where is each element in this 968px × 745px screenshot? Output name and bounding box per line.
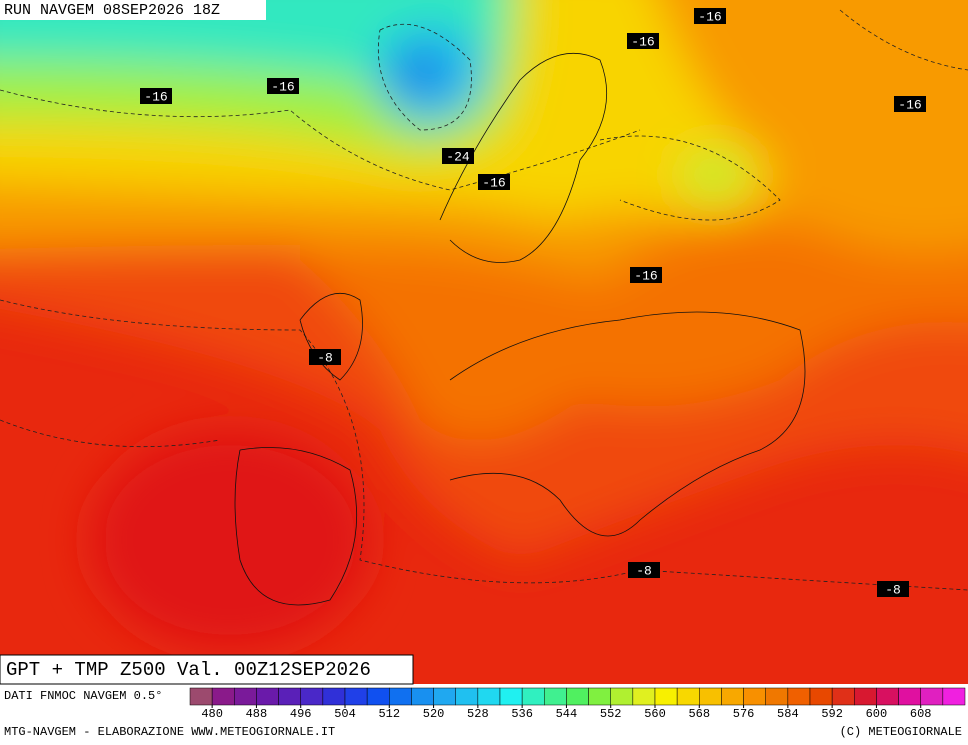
colorbar-swatch: [344, 687, 368, 706]
colorbar-swatch: [898, 687, 921, 706]
contour-label-box: [442, 148, 474, 164]
colorbar-tick-label: 528: [467, 707, 489, 721]
colorbar-tick-label: 568: [688, 707, 710, 721]
contour-label: -8: [885, 582, 901, 597]
coastlines: [234, 53, 806, 606]
colorbar-swatch: [854, 687, 877, 706]
contour-label-box: [478, 174, 510, 190]
run-label: RUN NAVGEM 08SEP2026 18Z: [4, 2, 220, 19]
colorbar-tick-label: 496: [290, 707, 312, 721]
contour-label: -16: [898, 97, 921, 112]
colorbar-tick-label: 504: [334, 707, 356, 721]
colorbar-tick-label: 480: [201, 707, 223, 721]
contour-label-box: [694, 8, 726, 24]
contour-label-box: [628, 562, 660, 578]
copyright: (C) METEOGIORNALE: [840, 725, 962, 739]
colorbar-swatch: [234, 687, 257, 706]
colorbar-swatch: [743, 687, 766, 706]
contour-label-box: [309, 349, 341, 365]
colorbar-tick-label: 536: [511, 707, 533, 721]
colorbar-tick-label: 608: [910, 707, 932, 721]
contour-label: -8: [317, 350, 333, 365]
colorbar-tick-label: 576: [733, 707, 755, 721]
contour-label: -16: [631, 34, 654, 49]
colorbar-tick-label: 544: [556, 707, 578, 721]
colorbar-swatch: [676, 687, 700, 706]
header-box: [0, 0, 266, 20]
colorbar-swatch: [300, 687, 324, 706]
colorbar-swatch: [477, 687, 501, 706]
colorbar-tick-label: 600: [866, 707, 888, 721]
colorbar-swatch: [544, 687, 567, 706]
colorbar-swatch: [189, 687, 213, 706]
colorbar-tick-label: 592: [821, 707, 843, 721]
colorbar-swatch: [876, 687, 899, 706]
colorbar-swatch: [920, 687, 944, 706]
colorbar-swatch: [566, 687, 589, 706]
colorbar-swatch: [787, 687, 811, 706]
colorbar-swatch: [389, 687, 412, 706]
colorbar-swatch: [831, 687, 855, 706]
contour-label: -16: [482, 175, 505, 190]
contour-label-box: [140, 88, 172, 104]
contour-label: -8: [636, 563, 652, 578]
colorbar-tick-label: 560: [644, 707, 666, 721]
contour-label-box: [630, 267, 662, 283]
colorbar-swatch: [322, 687, 346, 706]
contour-label: -16: [271, 79, 294, 94]
contour-label: -16: [698, 9, 721, 24]
colorbar-swatch: [256, 687, 279, 706]
map: [0, 0, 968, 684]
contour-label-box: [894, 96, 926, 112]
colorbar-swatch: [632, 687, 656, 706]
colorbar-swatch: [588, 687, 611, 706]
contour-label: -16: [144, 89, 167, 104]
colorbar-swatch: [942, 687, 966, 706]
colorbar-swatch: [278, 687, 301, 706]
map-title: GPT + TMP Z500 Val. 00Z12SEP2026: [6, 659, 371, 681]
colorbar-swatch: [366, 687, 390, 706]
colorbar-swatch: [433, 687, 456, 706]
colorbar-swatch: [809, 687, 833, 706]
contour-label-box: [877, 581, 909, 597]
title-box: [0, 654, 414, 685]
colorbar-swatch: [699, 687, 722, 706]
colorbar-tick-label: 488: [246, 707, 268, 721]
colorbar-tick-label: 552: [600, 707, 622, 721]
colorbar-swatch: [455, 687, 479, 706]
colorbar-swatch: [610, 687, 634, 706]
colorbar-swatch: [211, 687, 235, 706]
colorbar-swatch: [765, 687, 789, 706]
colorbar-source: DATI FNMOC NAVGEM 0.5°: [4, 689, 162, 703]
credit: MTG-NAVGEM - ELABORAZIONE WWW.METEOGIORN…: [4, 725, 335, 739]
colorbar-tick-label: 584: [777, 707, 799, 721]
colorbar-swatch: [654, 687, 678, 706]
contour-label: -16: [634, 268, 657, 283]
colorbar-swatch: [411, 687, 434, 706]
colorbar-swatch: [521, 687, 545, 706]
colorbar-swatch: [721, 687, 744, 706]
contour-label-box: [267, 78, 299, 94]
colorbar-swatch: [499, 687, 523, 706]
colorbar-tick-label: 512: [378, 707, 400, 721]
colorbar-tick-label: 520: [423, 707, 445, 721]
contours: [0, 9, 968, 591]
contour-label: -24: [446, 149, 470, 164]
contour-label-box: [627, 33, 659, 49]
